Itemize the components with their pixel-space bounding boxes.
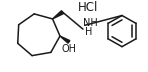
Text: NH: NH (83, 18, 98, 28)
Text: H: H (85, 27, 92, 37)
Text: OH: OH (62, 44, 77, 54)
Polygon shape (53, 11, 64, 19)
Text: HCl: HCl (78, 1, 98, 14)
Polygon shape (60, 36, 70, 43)
